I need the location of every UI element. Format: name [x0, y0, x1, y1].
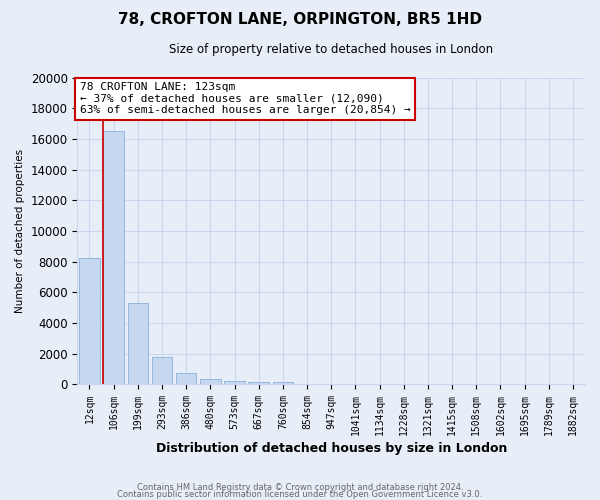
Text: Contains public sector information licensed under the Open Government Licence v3: Contains public sector information licen… [118, 490, 482, 499]
Text: 78, CROFTON LANE, ORPINGTON, BR5 1HD: 78, CROFTON LANE, ORPINGTON, BR5 1HD [118, 12, 482, 28]
Bar [200, 380, 221, 384]
X-axis label: Distribution of detached houses by size in London: Distribution of detached houses by size … [155, 442, 507, 455]
Bar [176, 372, 196, 384]
Bar [79, 258, 100, 384]
Bar [224, 381, 245, 384]
Bar [248, 382, 269, 384]
Bar [128, 303, 148, 384]
Y-axis label: Number of detached properties: Number of detached properties [15, 149, 25, 313]
Text: 78 CROFTON LANE: 123sqm
← 37% of detached houses are smaller (12,090)
63% of sem: 78 CROFTON LANE: 123sqm ← 37% of detache… [80, 82, 410, 116]
Title: Size of property relative to detached houses in London: Size of property relative to detached ho… [169, 42, 493, 56]
Bar [103, 131, 124, 384]
Bar [272, 382, 293, 384]
Bar [152, 356, 172, 384]
Text: Contains HM Land Registry data © Crown copyright and database right 2024.: Contains HM Land Registry data © Crown c… [137, 484, 463, 492]
